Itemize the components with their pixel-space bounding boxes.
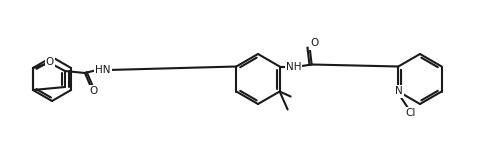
Text: O: O [90, 86, 98, 96]
Text: O: O [46, 57, 54, 67]
Text: N: N [396, 86, 403, 97]
Text: Cl: Cl [405, 109, 415, 118]
Text: O: O [310, 39, 319, 49]
Text: HN: HN [95, 65, 110, 75]
Text: NH: NH [286, 61, 302, 72]
